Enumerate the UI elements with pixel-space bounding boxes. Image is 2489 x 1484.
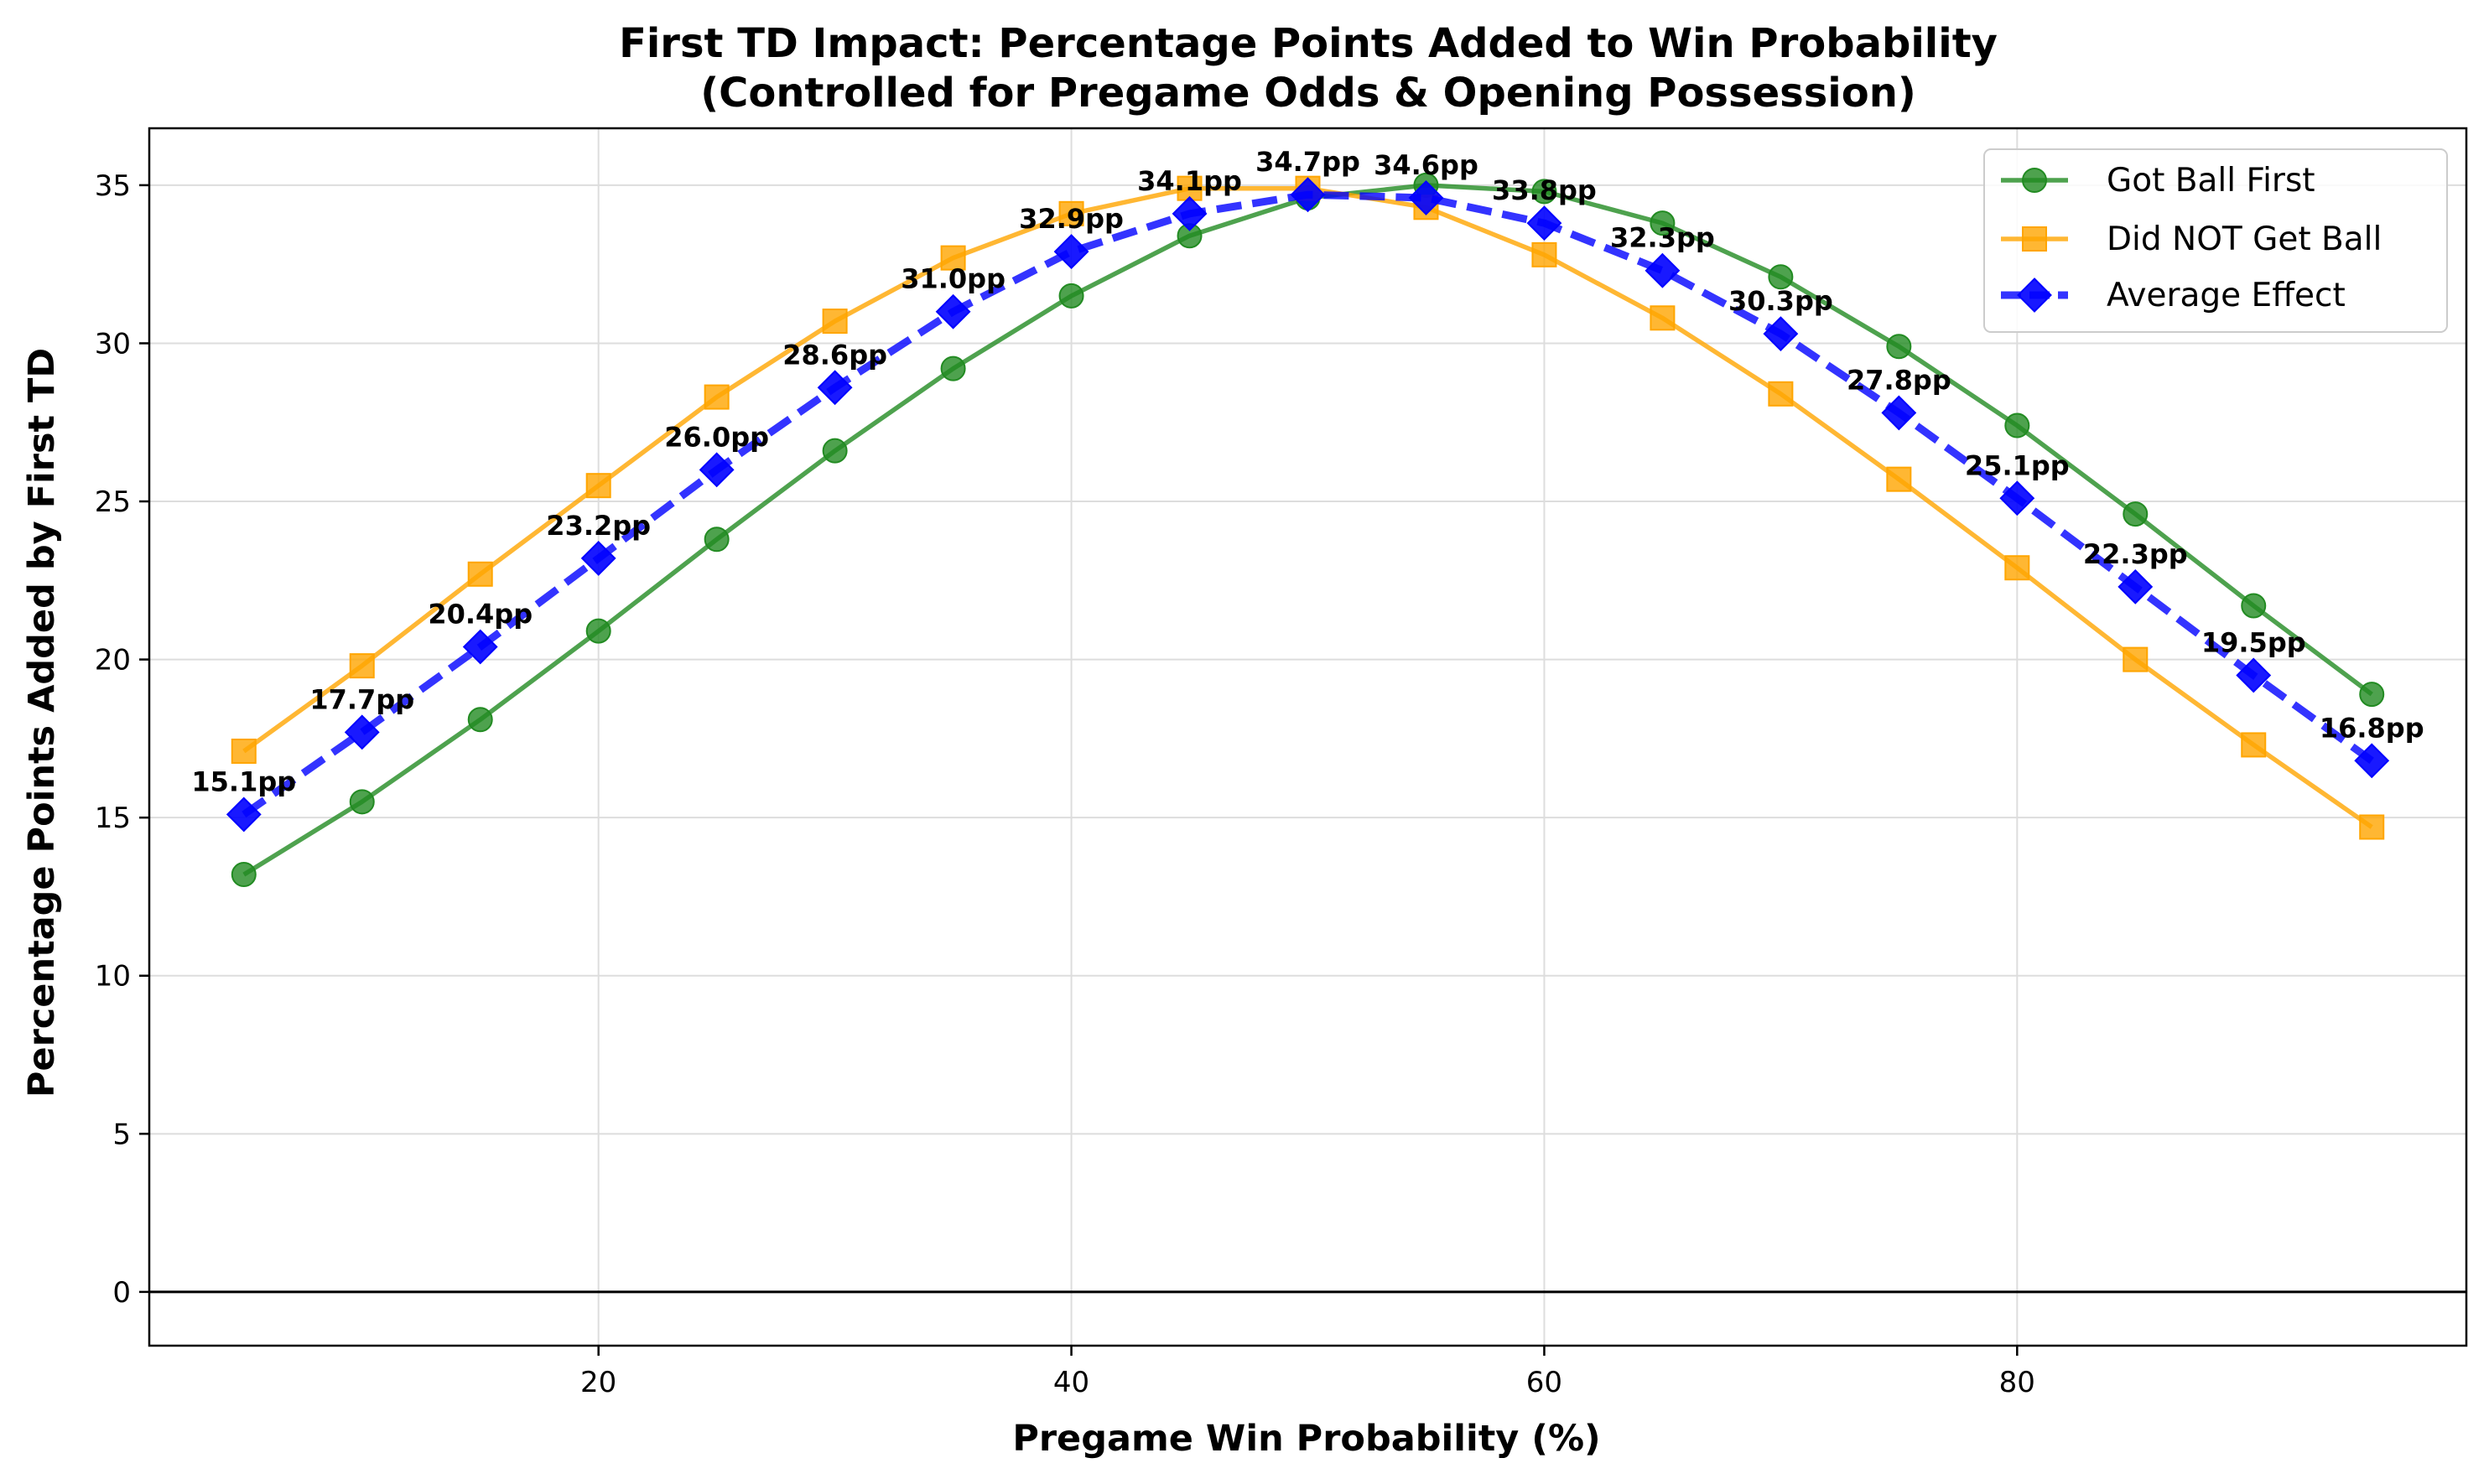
data-label: 27.8pp [1847,364,1951,396]
data-label: 15.1pp [191,765,296,797]
data-point [469,563,492,586]
data-label: 31.0pp [901,263,1005,295]
data-point [2242,733,2265,756]
data-label: 33.8pp [1492,174,1597,206]
data-point [824,309,847,333]
legend-label: Got Ball First [2107,162,2315,200]
y-tick-label: 35 [95,169,131,203]
legend-label: Average Effect [2107,277,2346,314]
x-tick-label: 20 [580,1366,616,1399]
data-point [2360,815,2383,838]
x-tick-label: 80 [1999,1366,2035,1399]
chart-subtitle: (Controlled for Pregame Odds & Opening P… [700,70,1916,117]
data-point [2005,556,2029,579]
data-label: 32.9pp [1019,203,1124,235]
data-point [1769,382,1792,406]
legend-label: Did NOT Get Ball [2107,221,2382,258]
data-point [1887,468,1910,491]
y-axis-label: Percentage Points Added by First TD [21,348,63,1097]
data-label: 34.1pp [1137,165,1242,197]
data-point [351,790,374,813]
data-point [587,620,611,643]
legend-marker [2023,169,2046,192]
data-label: 25.1pp [1965,449,2070,481]
data-point [232,863,256,886]
legend-marker [2023,227,2046,251]
x-tick-label: 40 [1053,1366,1089,1399]
data-point [587,474,611,497]
data-label: 30.3pp [1728,285,1833,317]
data-point [469,708,492,731]
chart-title: First TD Impact: Percentage Points Added… [619,20,1998,67]
data-label: 20.4pp [428,599,533,630]
data-point [1650,306,1674,329]
data-point [2123,502,2147,526]
y-tick-label: 0 [112,1276,131,1310]
y-tick-label: 5 [112,1118,131,1151]
y-tick-label: 30 [95,327,131,361]
data-point [232,739,256,763]
data-label: 19.5pp [2201,626,2306,658]
data-point [705,527,729,551]
y-tick-label: 10 [95,960,131,994]
data-point [942,357,965,381]
x-axis-label: Pregame Win Probability (%) [1012,1418,1600,1460]
data-label: 17.7pp [309,683,414,715]
data-label: 16.8pp [2320,712,2424,744]
data-label: 22.3pp [2083,538,2188,570]
data-label: 28.6pp [782,339,887,371]
data-label: 32.3pp [1610,222,1715,254]
data-point [2360,682,2383,706]
data-point [1887,335,1910,358]
data-point [351,654,374,677]
x-tick-label: 60 [1526,1366,1562,1399]
y-tick-label: 20 [95,644,131,677]
data-label: 23.2pp [546,510,651,542]
data-label: 26.0pp [664,421,769,453]
data-point [2123,648,2147,672]
data-point [2242,594,2265,617]
y-tick-label: 15 [95,802,131,835]
y-tick-label: 25 [95,485,131,519]
data-point [1060,284,1083,308]
legend: Got Ball First Did NOT Get Ball Average Ef… [1984,149,2447,332]
data-point [1532,243,1556,267]
data-point [705,386,729,409]
data-point [2005,414,2029,438]
data-point [824,439,847,463]
data-label: 34.6pp [1374,149,1478,181]
data-label: 34.7pp [1255,146,1360,178]
